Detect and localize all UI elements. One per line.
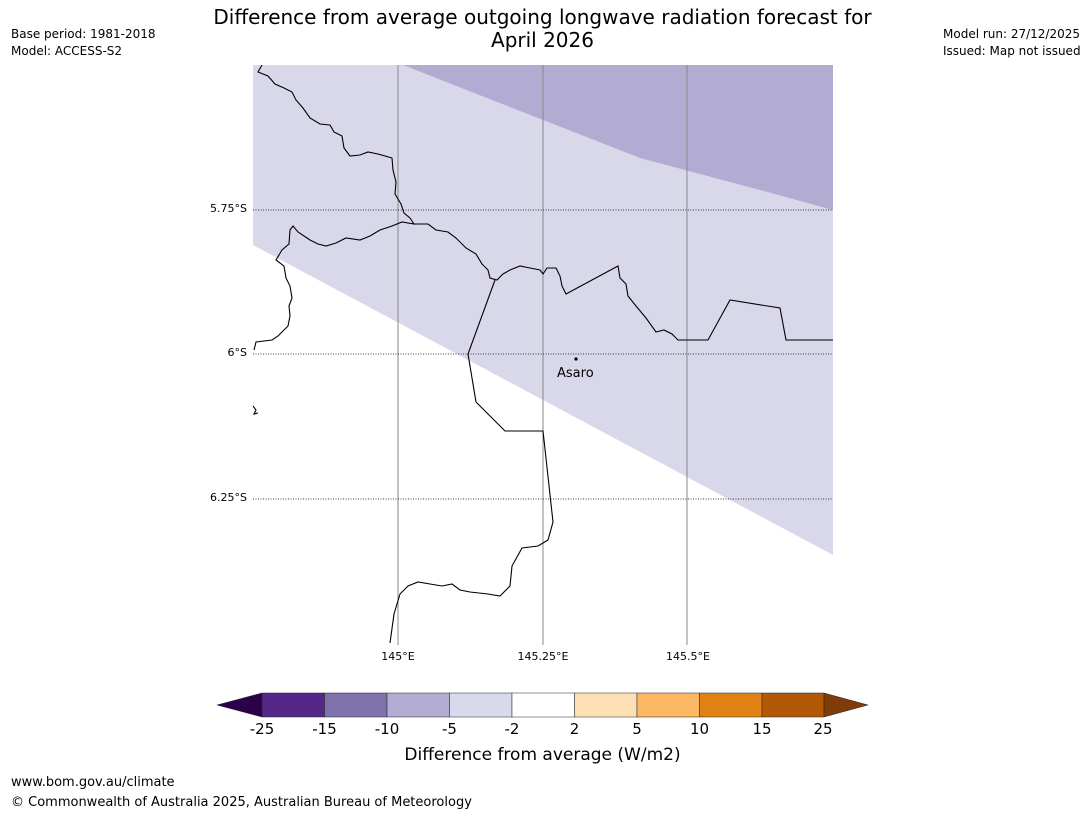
colorbar-tick: -2 (504, 720, 520, 738)
map-title: Difference from average outgoing longwav… (0, 6, 1085, 52)
colorbar-segment (386, 692, 450, 718)
anomaly-band-minus10-minus5 (403, 65, 833, 210)
footer-url: www.bom.gov.au/climate (11, 775, 175, 790)
colorbar-tick: 2 (569, 720, 580, 738)
colorbar-segment (324, 692, 388, 718)
colorbar-extension-high (823, 692, 869, 718)
header-left: Base period: 1981-2018 Model: ACCESS-S2 (11, 26, 156, 60)
place-marker (574, 357, 578, 361)
map-area (253, 65, 833, 645)
colorbar-tick: -5 (442, 720, 457, 738)
colorbar-tick: 10 (689, 720, 710, 738)
colorbar-label: Difference from average (W/m2) (404, 745, 681, 765)
lon-label-145-5: 145.5°E (666, 650, 710, 663)
colorbar-segment (636, 692, 700, 718)
header-right: Model run: 27/12/2025 Issued: Map not is… (943, 26, 1081, 60)
lat-label-6: 6°S (227, 346, 247, 359)
place-label-asaro: Asaro (557, 366, 594, 381)
province-borders (253, 65, 833, 644)
border-north (253, 65, 416, 351)
lon-label-145: 145°E (381, 650, 415, 663)
border-fragment (253, 405, 259, 415)
colorbar-segment (761, 692, 825, 718)
lon-label-145-25: 145.25°E (517, 650, 569, 663)
lat-label-6-25: 6.25°S (210, 491, 247, 504)
map-title-line2: April 2026 (491, 28, 594, 52)
lat-label-5-75: 5.75°S (210, 202, 247, 215)
colorbar-segment (574, 692, 638, 718)
colorbar-tick: 15 (752, 720, 772, 738)
colorbar-segment (699, 692, 763, 718)
border-south (389, 279, 554, 644)
colorbar-segment (449, 692, 513, 718)
colorbar-tick: 25 (813, 720, 833, 738)
colorbar-extension-low (216, 692, 263, 718)
colorbar-tick: 5 (632, 720, 642, 738)
border-central (414, 223, 833, 341)
colorbar-segment (261, 692, 325, 718)
colorbar-segment (511, 692, 575, 718)
model-run-text: Model run: 27/12/2025 (943, 27, 1081, 41)
colorbar-tick: -25 (249, 720, 275, 738)
colorbar-tick: -10 (374, 720, 400, 738)
colorbar-tick: -15 (312, 720, 337, 738)
model-text: Model: ACCESS-S2 (11, 44, 123, 58)
map-title-line1: Difference from average outgoing longwav… (213, 5, 872, 29)
issued-text: Issued: Map not issued (943, 44, 1081, 58)
colorbar (216, 692, 869, 718)
footer-copyright: © Commonwealth of Australia 2025, Austra… (11, 795, 472, 810)
base-period-text: Base period: 1981-2018 (11, 27, 156, 41)
